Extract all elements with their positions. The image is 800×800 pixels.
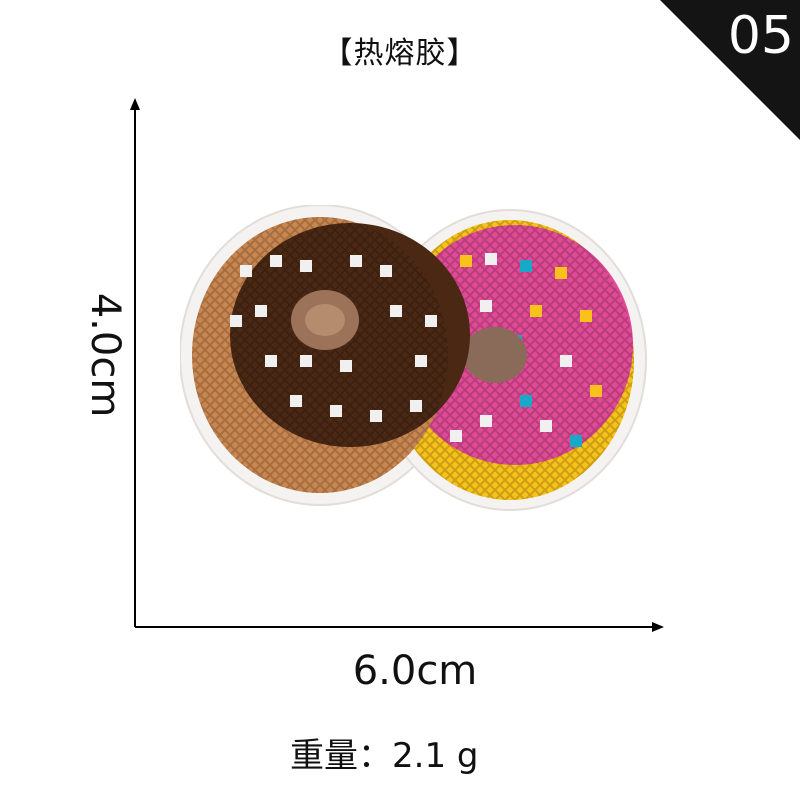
cross-stitch-donut-patch-icon xyxy=(180,205,647,511)
white-sprinkles xyxy=(230,255,437,422)
weight-label: 重量： xyxy=(290,736,392,776)
page-title: 【热熔胶】 xyxy=(322,36,478,71)
weight-value: 2.1 g xyxy=(392,736,479,776)
height-dimension-label: 4.0cm xyxy=(82,292,128,418)
width-dimension-label: 6.0cm xyxy=(352,648,478,694)
right-arrow-icon xyxy=(652,622,664,632)
up-arrow-icon xyxy=(130,98,140,110)
chocolate-donut xyxy=(192,217,470,493)
item-number-badge: 05 xyxy=(727,6,794,66)
corner-badge-triangle xyxy=(660,0,800,140)
weight-text: 重量：2.1 g xyxy=(290,728,530,777)
